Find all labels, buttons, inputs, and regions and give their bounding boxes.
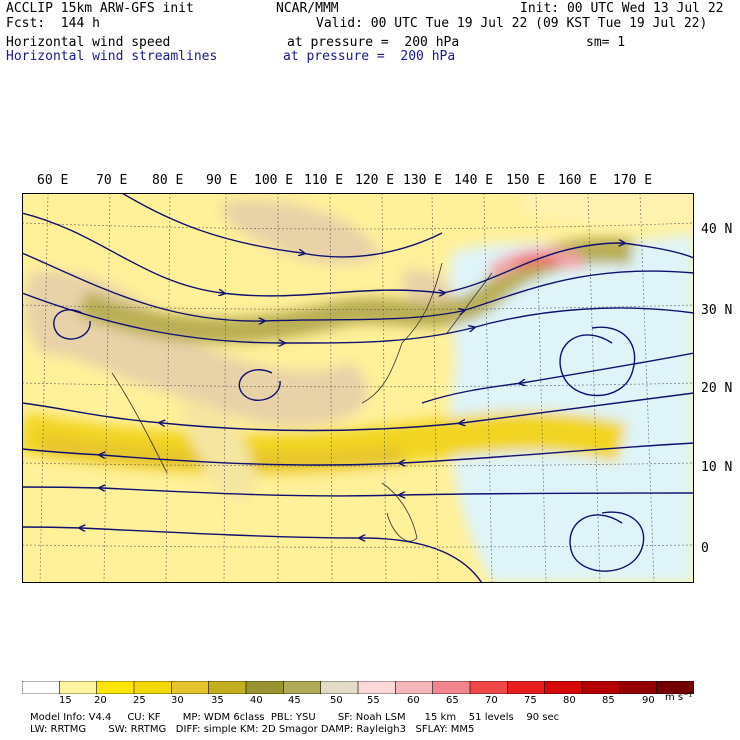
streamlines	[22, 193, 694, 583]
colorbar-label: 20	[94, 695, 107, 706]
field1-name: Horizontal wind speed	[6, 35, 171, 50]
colorbar-label: 30	[171, 695, 184, 706]
field2-name: Horizontal wind streamlines	[6, 49, 218, 64]
lon-label: 160 E	[558, 173, 598, 188]
colorbar-label: 85	[602, 695, 615, 706]
colorbar-swatch	[432, 681, 471, 694]
valid-time: Valid: 00 UTC Tue 19 Jul 22 (09 KST Tue …	[316, 16, 708, 31]
model-info-line2: LW: RRTMG SW: RRTMG DIFF: simple KM: 2D …	[30, 724, 475, 735]
model-title: ACCLIP 15km ARW-GFS init	[6, 1, 194, 16]
streamline	[22, 212, 694, 296]
colorbar-swatch	[469, 681, 509, 694]
colorbar-swatch	[320, 681, 359, 694]
colorbar-swatch	[22, 681, 61, 694]
colorbar-swatch	[544, 681, 583, 694]
lat-label: 40 N	[701, 222, 733, 237]
graticule-lat	[22, 382, 694, 388]
map-frame	[22, 193, 694, 583]
smoothing: sm= 1	[586, 35, 626, 50]
colorbar-swatch	[245, 681, 285, 694]
lon-label: 170 E	[613, 173, 653, 188]
streamline	[22, 527, 483, 583]
colorbar-swatch	[59, 681, 98, 694]
colorbar-label: 35	[211, 695, 224, 706]
organization: NCAR/MMM	[276, 1, 339, 16]
lon-label: 70 E	[96, 173, 128, 188]
colorbar-swatch	[619, 681, 658, 694]
colorbar-label: 50	[330, 695, 343, 706]
calm-ocean-north	[522, 193, 694, 228]
graticule-lat	[22, 222, 694, 230]
colorbar-swatch	[656, 681, 694, 694]
streamline-eddy	[238, 369, 281, 402]
colorbar	[22, 681, 694, 694]
model-info-line1: Model Info: V4.4 CU: KF MP: WDM 6class P…	[30, 712, 560, 723]
streamline	[22, 292, 694, 343]
field2-level: at pressure = 200 hPa	[283, 49, 456, 64]
colorbar-swatch	[283, 681, 322, 694]
lon-label: 60 E	[37, 173, 69, 188]
streamline	[22, 487, 694, 496]
lon-label: 150 E	[506, 173, 546, 188]
colorbar-unit: m s⁻¹	[665, 692, 693, 703]
lon-label: 120 E	[355, 173, 395, 188]
colorbar-swatch	[507, 681, 546, 694]
colorbar-label: 65	[446, 695, 459, 706]
lon-label: 130 E	[403, 173, 443, 188]
colorbar-label: 75	[524, 695, 537, 706]
lat-label: 30 N	[701, 303, 733, 318]
lon-label: 90 E	[206, 173, 238, 188]
wind-map	[22, 193, 694, 583]
lon-label: 110 E	[304, 173, 344, 188]
graticule-lon	[103, 193, 111, 583]
streamline-eddy	[559, 326, 636, 397]
colorbar-swatch	[208, 681, 247, 694]
streamline	[22, 442, 694, 465]
streamline	[121, 193, 443, 258]
colorbar-swatch	[395, 681, 434, 694]
lon-label: 80 E	[152, 173, 184, 188]
colorbar-swatch	[581, 681, 621, 694]
forecast-hour: Fcst: 144 h	[6, 16, 100, 31]
colorbar-label: 25	[133, 695, 146, 706]
streamline	[421, 352, 694, 404]
colorbar-swatch	[96, 681, 135, 694]
colorbar-label: 55	[367, 695, 380, 706]
graticule-lon	[165, 193, 171, 583]
lat-label: 20 N	[701, 381, 733, 396]
streamline	[22, 392, 694, 432]
streamline-eddy	[569, 511, 645, 572]
lat-label: 10 N	[701, 460, 733, 475]
lon-label: 100 E	[254, 173, 294, 188]
colorbar-swatch	[133, 681, 173, 694]
colorbar-label: 60	[407, 695, 420, 706]
graticule-lon	[39, 193, 49, 583]
graticule-lon	[639, 193, 655, 583]
field1-level: at pressure = 200 hPa	[287, 35, 460, 50]
lat-label: 0	[701, 541, 709, 556]
colorbar-label: 40	[250, 695, 263, 706]
colorbar-label: 15	[59, 695, 72, 706]
colorbar-label: 80	[563, 695, 576, 706]
lon-label: 140 E	[454, 173, 494, 188]
calm-ocean-region	[449, 233, 694, 583]
colorbar-label: 90	[642, 695, 655, 706]
init-time: Init: 00 UTC Wed 13 Jul 22	[520, 1, 724, 16]
streamline	[22, 252, 694, 321]
streamline-eddy	[53, 309, 91, 340]
colorbar-swatch	[357, 681, 397, 694]
colorbar-label: 70	[485, 695, 498, 706]
colorbar-label: 45	[288, 695, 301, 706]
colorbar-swatch	[171, 681, 210, 694]
